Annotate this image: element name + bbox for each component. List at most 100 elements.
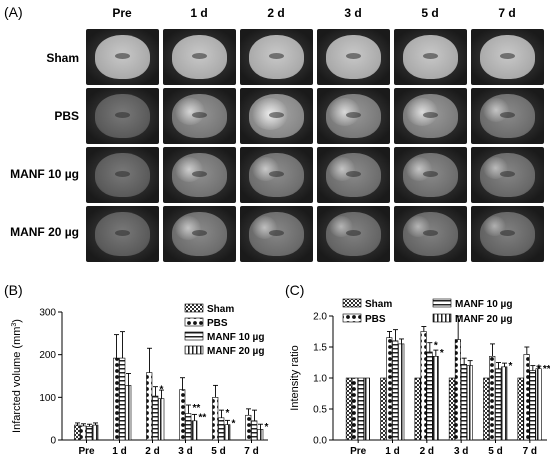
bar [426,351,433,441]
bar [483,377,490,441]
mri-image [317,88,390,144]
col-header-7d: 7 d [498,6,516,20]
bar [363,377,370,441]
bar [74,424,81,441]
col-header-2d: 2 d [267,6,285,20]
intensity-ratio-chart: 0.0 0.5 1.0 1.5 2.0 Intensity ratio Pre 1 d 2 d 3… [289,298,550,457]
bar [125,385,132,441]
mri-image [471,147,544,203]
mri-image [163,88,236,144]
bar [386,337,393,441]
bar [345,377,352,441]
x-tick-label: 3 d [178,446,192,457]
bar [501,366,508,441]
x-tick-label: 1 d [112,446,126,457]
mri-image [394,147,467,203]
mri-image [471,88,544,144]
legend-swatch [184,303,204,313]
y-tick-label: 200 [39,350,56,361]
legend-swatch [432,313,452,323]
row-header-manf10: MANF 10 µg [10,167,79,181]
x-tick-label: 7 d [244,446,258,457]
mri-image [317,206,390,262]
x-tick-label: 5 d [211,446,225,457]
mri-image [163,206,236,262]
bar [529,370,536,441]
bar [460,364,467,441]
legend-label: PBS [365,314,386,325]
panel-a-label: (A) [4,4,23,20]
row-header-pbs: PBS [54,109,79,123]
col-header-1d: 1 d [190,6,208,20]
bar [212,397,219,441]
legend-swatch [342,298,362,308]
bar [185,413,192,441]
bar [351,377,358,441]
bar [535,368,542,441]
x-tick-label: 7 d [523,446,537,457]
mri-image [163,29,236,85]
bar [466,365,473,441]
significance-marker: * [440,348,444,359]
infarct-volume-chart: 0 100 200 300 Infarcted volume (mm3) Pre 1 d 2 … [11,303,269,457]
bar [257,429,264,441]
y-axis-label: Infarcted volume (mm3) [11,319,23,433]
y-tick-label: 1.0 [313,374,327,385]
legend-label: MANF 10 µg [455,299,512,310]
y-tick-label: 2.0 [313,312,327,323]
bar [92,424,99,441]
bar [179,389,186,441]
bar [448,377,455,441]
significance-marker: * [265,422,269,433]
x-tick-label: 3 d [454,446,468,457]
significance-marker: * [160,385,164,396]
mri-image [317,29,390,85]
bar [86,426,93,441]
significance-marker: * [434,341,438,352]
bar [80,425,87,441]
bar [517,377,524,441]
y-tick-label: 0.5 [313,405,327,416]
bar [489,356,496,441]
mri-image [394,29,467,85]
legend-swatch [342,313,362,323]
mri-image [86,206,159,262]
x-tick-label: Pre [350,446,367,457]
x-tick-label: 2 d [145,446,159,457]
legend-swatch [184,317,204,327]
col-header-5d: 5 d [421,6,439,20]
x-tick-label: 5 d [488,446,502,457]
mri-image [86,88,159,144]
bar [146,372,153,441]
mri-image [317,147,390,203]
col-header-3d: 3 d [344,6,362,20]
significance-marker: ** [543,364,550,375]
col-header-pre: Pre [112,6,132,20]
legend-label: MANF 20 µg [207,346,264,357]
legend-label: PBS [207,318,228,329]
significance-marker: * [226,408,230,419]
panel-c-label: (C) [285,282,305,298]
bar [218,417,225,441]
bar [432,356,439,441]
y-tick-label: 300 [39,308,56,319]
bar [191,420,198,441]
mri-image [240,29,313,85]
mri-image [240,206,313,262]
significance-marker: * [537,364,541,375]
mri-image [240,147,313,203]
bar [119,357,126,441]
significance-marker: ** [193,403,201,414]
bar [454,339,461,441]
legend-label: Sham [207,304,234,315]
x-tick-label: 2 d [420,446,434,457]
bar [357,377,364,441]
x-tick-label: 1 d [385,446,399,457]
bar [245,414,252,441]
bar [392,340,399,441]
row-header-manf20: MANF 20 µg [10,225,79,239]
mri-image [240,88,313,144]
mri-image [163,147,236,203]
legend-swatch [184,345,204,355]
mri-image [86,147,159,203]
